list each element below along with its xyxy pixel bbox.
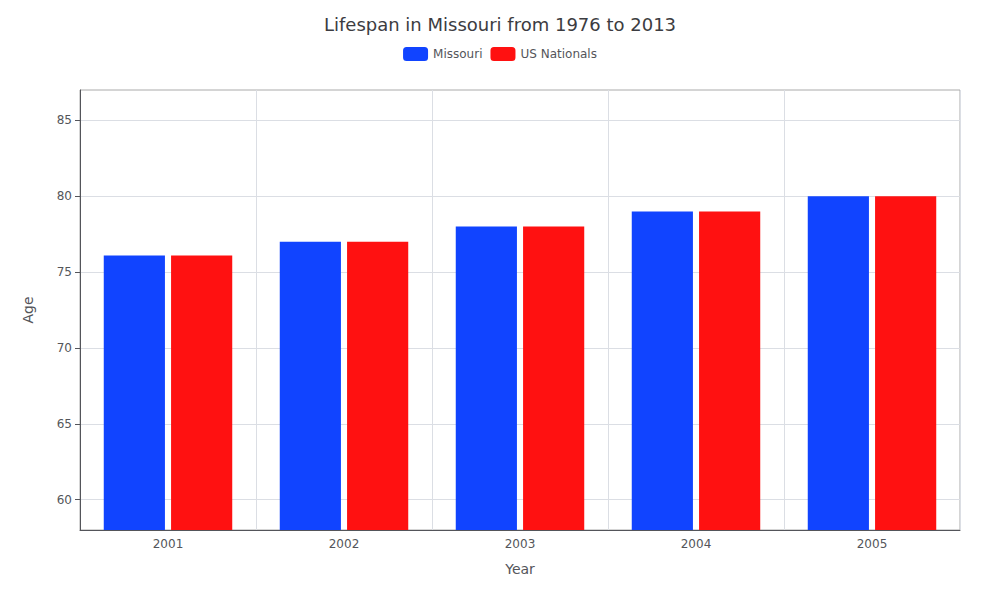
svg-text:70: 70 — [57, 341, 72, 355]
svg-text:75: 75 — [57, 265, 72, 279]
svg-text:2001: 2001 — [153, 537, 184, 551]
svg-text:2004: 2004 — [681, 537, 712, 551]
svg-text:Missouri: Missouri — [433, 47, 482, 61]
svg-text:60: 60 — [57, 493, 72, 507]
svg-text:80: 80 — [57, 189, 72, 203]
svg-text:2005: 2005 — [857, 537, 888, 551]
svg-text:2003: 2003 — [505, 537, 536, 551]
svg-text:Year: Year — [504, 561, 535, 577]
svg-text:2002: 2002 — [329, 537, 360, 551]
svg-text:Lifespan in Missouri from 1976: Lifespan in Missouri from 1976 to 2013 — [324, 14, 676, 35]
svg-text:85: 85 — [57, 113, 72, 127]
svg-text:65: 65 — [57, 417, 72, 431]
svg-text:Age: Age — [20, 296, 36, 323]
svg-text:US Nationals: US Nationals — [520, 47, 596, 61]
